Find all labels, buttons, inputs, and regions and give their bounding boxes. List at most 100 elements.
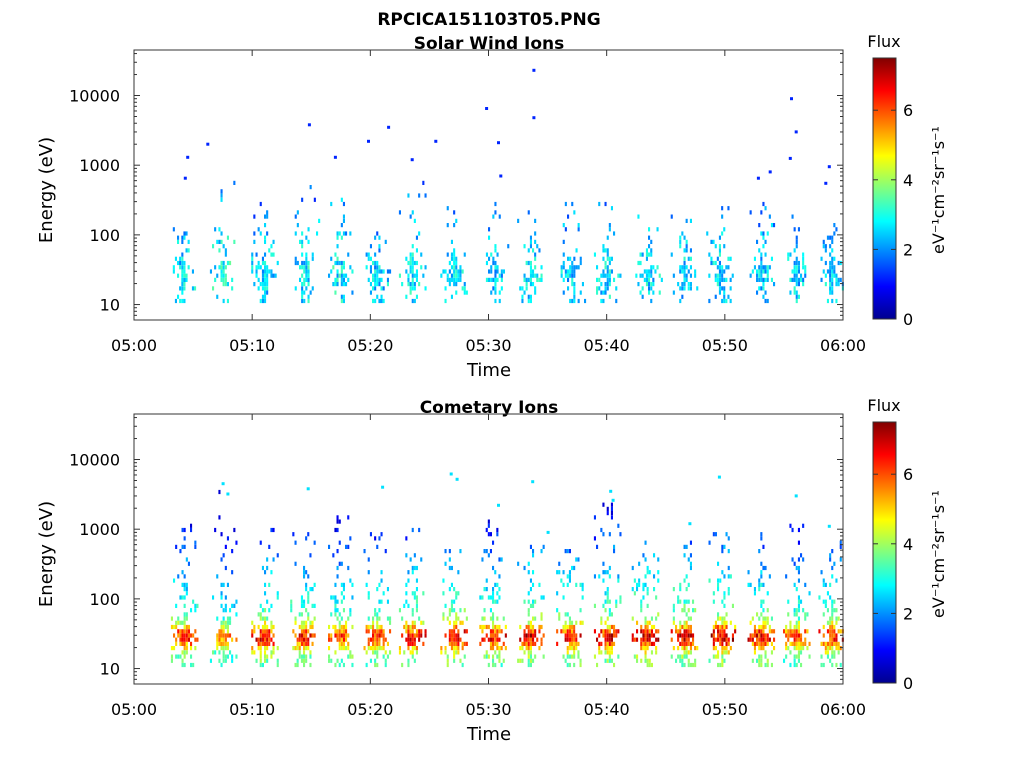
flux-cell bbox=[185, 646, 188, 651]
flux-cell bbox=[332, 265, 335, 270]
flux-cell bbox=[487, 662, 490, 668]
flux-cell bbox=[762, 641, 765, 646]
flux-cell bbox=[644, 658, 647, 663]
flux-cell bbox=[181, 252, 184, 257]
flux-cell bbox=[301, 239, 304, 244]
y-axis-label: Energy (eV) bbox=[36, 137, 57, 243]
flux-cell bbox=[340, 582, 343, 587]
flux-cell bbox=[562, 252, 565, 257]
flux-cell bbox=[175, 641, 178, 646]
y-tick-label: 10000 bbox=[69, 87, 120, 106]
flux-cell bbox=[334, 527, 337, 533]
flux-cell bbox=[602, 578, 605, 583]
flux-cell bbox=[496, 265, 499, 270]
flux-cell bbox=[645, 282, 648, 287]
flux-cell bbox=[687, 629, 690, 634]
flux-cell bbox=[610, 646, 613, 651]
flux-cell bbox=[231, 286, 234, 291]
flux-cell bbox=[405, 629, 408, 634]
flux-cell bbox=[529, 282, 532, 287]
flux-cell bbox=[305, 260, 308, 266]
flux-cell bbox=[538, 646, 541, 651]
flux-cell bbox=[768, 574, 771, 579]
flux-cell bbox=[679, 269, 682, 274]
flux-cell bbox=[216, 641, 219, 646]
flux-cell bbox=[683, 256, 686, 261]
flux-cell bbox=[714, 277, 717, 282]
flux-cell bbox=[573, 282, 576, 287]
flux-cell bbox=[191, 286, 194, 291]
flux-cell bbox=[566, 629, 569, 634]
flux-cell bbox=[670, 214, 673, 219]
flux-cell bbox=[532, 624, 535, 630]
flux-cell bbox=[719, 616, 722, 621]
flux-cell bbox=[411, 612, 414, 617]
flux-cell bbox=[519, 286, 522, 291]
flux-cell bbox=[795, 282, 798, 287]
flux-cell bbox=[411, 637, 414, 642]
flux-cell bbox=[504, 624, 507, 630]
flux-cell bbox=[833, 265, 836, 270]
flux-cell bbox=[231, 570, 234, 575]
flux-cell bbox=[575, 637, 578, 642]
flux-cell bbox=[532, 603, 535, 608]
flux-cell bbox=[498, 650, 501, 655]
flux-cell bbox=[492, 214, 495, 219]
flux-cell bbox=[718, 248, 721, 253]
flux-cell bbox=[602, 269, 605, 274]
flux-cell bbox=[224, 282, 227, 287]
flux-cell bbox=[829, 290, 832, 295]
flux-cell bbox=[380, 624, 383, 630]
flux-cell bbox=[413, 620, 416, 625]
flux-cell bbox=[336, 256, 339, 261]
flux-cell bbox=[328, 633, 331, 638]
flux-cell bbox=[483, 624, 486, 630]
flux-cell bbox=[532, 658, 535, 663]
flux-cell bbox=[494, 599, 497, 604]
flux-cell bbox=[645, 248, 648, 253]
flux-cell bbox=[636, 658, 639, 663]
flux-cell bbox=[415, 260, 418, 266]
flux-cell bbox=[679, 633, 682, 638]
flux-cell bbox=[420, 252, 423, 257]
flux-cell bbox=[494, 662, 497, 668]
flux-cell bbox=[372, 624, 375, 630]
flux-cell bbox=[789, 252, 792, 257]
flux-cell bbox=[795, 587, 798, 592]
flux-cell bbox=[342, 265, 345, 270]
flux-cell bbox=[259, 646, 262, 651]
flux-cell bbox=[463, 282, 466, 287]
flux-cell bbox=[266, 210, 269, 215]
flux-cell bbox=[770, 616, 773, 621]
flux-cell bbox=[529, 603, 532, 608]
flux-cell bbox=[382, 269, 385, 274]
flux-cell bbox=[270, 269, 273, 274]
axis-ticks: 05:00 05:10 05:20 05:30 05:40 05:50 06:0010100… bbox=[69, 414, 866, 719]
flux-cell bbox=[824, 599, 827, 604]
flux-cell bbox=[831, 256, 834, 261]
flux-cell bbox=[536, 277, 539, 282]
flux-cell bbox=[568, 629, 571, 634]
flux-cell bbox=[409, 282, 412, 287]
flux-cell bbox=[266, 265, 269, 270]
flux-cell bbox=[183, 235, 186, 240]
flux-cell bbox=[489, 532, 492, 537]
flux-cell bbox=[187, 633, 190, 638]
flux-cell bbox=[692, 662, 695, 668]
flux-cell bbox=[692, 608, 695, 613]
flux-cell bbox=[804, 629, 807, 634]
flux-cell bbox=[459, 277, 462, 282]
flux-cell bbox=[672, 620, 675, 625]
flux-point bbox=[186, 155, 190, 159]
flux-cell bbox=[797, 282, 800, 287]
flux-cell bbox=[266, 277, 269, 282]
flux-cell bbox=[562, 265, 565, 270]
flux-cell bbox=[527, 620, 530, 625]
flux-cell bbox=[259, 637, 262, 642]
flux-cell bbox=[305, 582, 308, 587]
flux-cell bbox=[633, 654, 636, 659]
flux-cell bbox=[683, 578, 686, 583]
flux-cell bbox=[797, 557, 800, 562]
flux-cell bbox=[758, 578, 761, 583]
flux-cell bbox=[374, 260, 377, 266]
